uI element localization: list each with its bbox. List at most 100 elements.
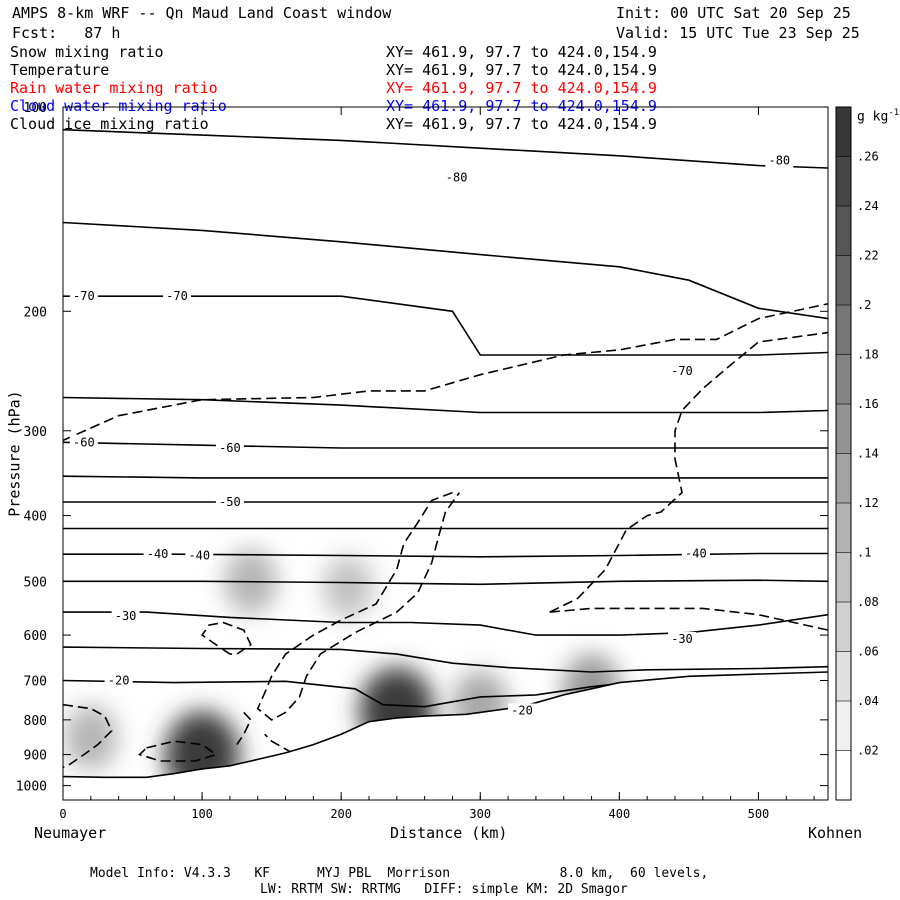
field-xy-temperature: XY= 461.9, 97.7 to 424.0,154.9 [386, 61, 657, 79]
temp-label-bg [215, 495, 244, 510]
colorbar-band [836, 305, 851, 355]
temp-contour-0 [63, 128, 828, 169]
colorbar-band [836, 503, 851, 553]
y-tick-label: 300 [24, 425, 47, 440]
colorbar-unit-exponent: -1 [888, 108, 900, 118]
colorbar-tick-label: .26 [857, 150, 879, 164]
colorbar-band [836, 750, 851, 800]
x-tick-label: 0 [59, 807, 66, 821]
x-tick-label: 400 [609, 807, 631, 821]
colorbar-band [836, 651, 851, 701]
x-tick-label: 100 [191, 807, 213, 821]
temp-label-bg [185, 548, 214, 563]
temp-contour-1 [63, 221, 828, 320]
colorbar-band [836, 107, 851, 157]
temp-contour-label: -40 [147, 547, 169, 561]
contour-labels: -80 -80 -70 -70 -70 -60 -60 -50 -40 -40 -40 -30 -30 -… [69, 153, 794, 718]
colorbar-unit: g kg-1 [857, 106, 899, 124]
temperature-contours [63, 128, 828, 708]
colorbar: .02 .04 .06 .08 .1 .12 .14 .16 .18 .2 .22 .24 .26 [835, 106, 879, 801]
model-info: Model Info: V4.3.3 KF MYJ PBL Morrison 8… [90, 866, 709, 881]
field-name-cloud-ice: Cloud ice mixing ratio [10, 115, 209, 133]
temp-contour-label: -30 [671, 632, 693, 646]
temp-label-bg [111, 608, 140, 623]
axes: 0 100 200 300 400 500 100 200 300 400 500 600 700 800… [16, 101, 828, 821]
temp-label-bg [215, 440, 244, 455]
ice-contour-4 [137, 740, 218, 762]
temp-contour-label: -70 [671, 364, 693, 378]
temp-contour-label: -20 [108, 674, 130, 688]
colorbar-tick-label: .22 [857, 249, 879, 263]
terrain-fill [63, 672, 828, 800]
temp-contour-label: -70 [73, 289, 95, 303]
forecast-hour: Fcst: 87 h [12, 24, 121, 42]
temp-label-bg [69, 435, 98, 450]
temp-label-bg [667, 364, 696, 379]
temp-contour-2 [63, 295, 828, 356]
model-physics: LW: RRTM SW: RRTMG DIFF: simple KM: 2D S… [260, 882, 628, 897]
colorbar-band [836, 602, 851, 652]
y-tick-label: 900 [24, 749, 47, 764]
x-tick-label: 300 [469, 807, 491, 821]
temp-contour-9 [63, 579, 828, 586]
y-tick-label: 700 [24, 675, 47, 690]
field-name-temperature: Temperature [10, 61, 110, 79]
colorbar-band [836, 206, 851, 256]
y-tick-label: 200 [24, 305, 47, 320]
temp-contour-label: -70 [166, 289, 188, 303]
temp-contour-5 [63, 475, 828, 479]
colorbar-band [836, 156, 851, 206]
cloud-ice-contours [63, 303, 828, 769]
temp-label-bg [163, 289, 192, 304]
colorbar-band [836, 354, 851, 404]
colorbar-tick-label: .18 [857, 348, 879, 362]
x-left-station: Neumayer [34, 824, 107, 842]
temp-label-bg [765, 153, 794, 168]
colorbar-tick-label: .12 [857, 496, 879, 510]
x-tick-label: 200 [330, 807, 352, 821]
ice-contour-1 [256, 491, 461, 721]
ice-contour-3 [63, 703, 113, 769]
temp-label-bg [667, 631, 696, 646]
y-tick-label: 500 [24, 575, 47, 590]
temp-contour-label: -60 [219, 441, 241, 455]
colorbar-tick-label: .04 [857, 694, 879, 708]
x-right-station: Kohnen [808, 824, 863, 842]
ice-contour-8 [549, 607, 828, 631]
colorbar-band [836, 404, 851, 454]
y-axis-label: Pressure (hPa) [5, 390, 24, 517]
ice-contour-2 [200, 621, 252, 655]
temp-contour-label: -40 [685, 547, 707, 561]
colorbar-tick-label: .14 [857, 447, 879, 461]
colorbar-tick-label: .24 [857, 199, 879, 213]
field-name-snow: Snow mixing ratio [10, 43, 164, 61]
temp-contour-label: -50 [219, 495, 241, 509]
temp-contour-8 [63, 552, 828, 558]
colorbar-tick-label: .08 [857, 595, 879, 609]
colorbar-band [836, 552, 851, 602]
valid-time: Valid: 15 UTC Tue 23 Sep 25 [616, 24, 860, 42]
temp-contour-label: -60 [73, 435, 95, 449]
field-xy-cloud-ice: XY= 461.9, 97.7 to 424.0,154.9 [386, 115, 657, 133]
field-xy-snow: XY= 461.9, 97.7 to 424.0,154.9 [386, 43, 657, 61]
temp-contour-4 [63, 441, 828, 449]
temp-contour-3 [63, 396, 828, 414]
colorbar-band [836, 701, 851, 751]
temp-contour-label: -30 [115, 609, 137, 623]
x-tick-label: 500 [748, 807, 770, 821]
chart-title: AMPS 8-km WRF -- Qn Maud Land Coast wind… [12, 4, 392, 22]
colorbar-tick-label: .16 [857, 397, 879, 411]
ice-contour-0 [63, 303, 828, 442]
temp-contour-label: -40 [188, 548, 210, 562]
temp-contour-label: -80 [768, 154, 790, 168]
snow-max-6 [64, 704, 118, 771]
field-xy-cloud-water: XY= 461.9, 97.7 to 424.0,154.9 [386, 97, 657, 115]
colorbar-band [836, 453, 851, 503]
terrain-mask [63, 671, 828, 800]
field-name-rain: Rain water mixing ratio [10, 79, 218, 97]
temp-contour-label: -80 [446, 170, 468, 184]
temp-contour-10 [63, 611, 828, 636]
temp-label-bg [508, 703, 536, 718]
temp-label-bg [442, 170, 471, 185]
ice-contour-6 [264, 733, 293, 754]
